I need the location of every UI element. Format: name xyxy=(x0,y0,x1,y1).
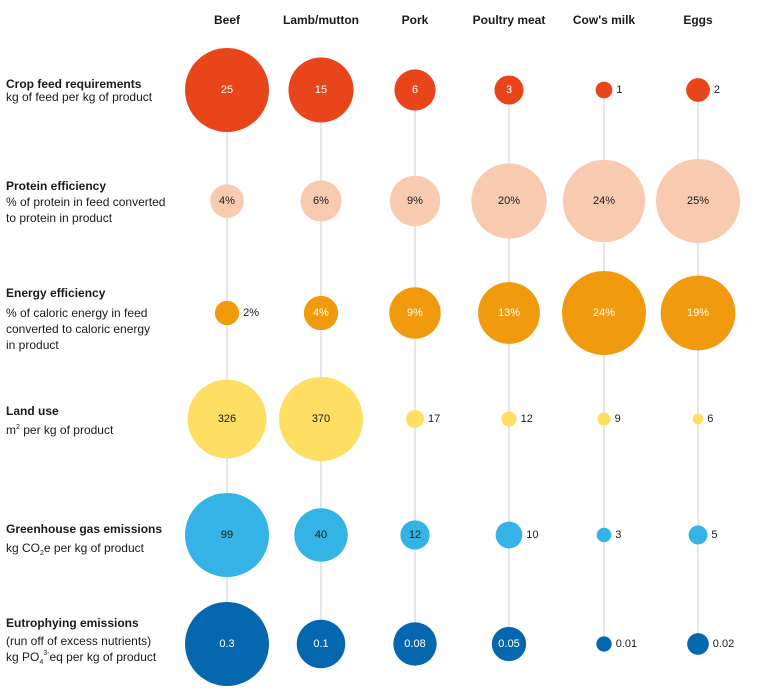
bubble-label: 12 xyxy=(521,413,533,425)
bubble xyxy=(400,520,430,550)
row-title: Energy efficiency xyxy=(6,286,106,300)
row-subtitle: to protein in product xyxy=(6,211,113,225)
column-header: Eggs xyxy=(683,13,713,27)
bubble xyxy=(210,184,244,218)
bubble-label: 10 xyxy=(526,529,538,541)
bubble-label: 326 xyxy=(218,413,236,425)
bubble-label: 17 xyxy=(428,413,440,425)
row-title: Eutrophying emissions xyxy=(6,616,139,630)
bubble xyxy=(595,81,613,99)
bubble xyxy=(562,271,646,355)
bubble xyxy=(687,633,709,655)
bubble xyxy=(185,602,269,686)
bubble xyxy=(656,159,740,243)
bubble-label: 370 xyxy=(312,413,330,425)
bubble-label: 9% xyxy=(407,195,423,207)
bubble xyxy=(660,275,736,351)
bubble-label: 19% xyxy=(687,307,709,319)
bubble xyxy=(406,410,424,428)
bubble-label: 6 xyxy=(707,413,713,425)
bubble xyxy=(389,287,441,339)
bubble-label: 0.3 xyxy=(219,638,234,650)
bubble xyxy=(296,619,346,669)
column-header: Poultry meat xyxy=(473,13,546,27)
bubble-label: 5 xyxy=(711,529,717,541)
bubble xyxy=(692,413,704,425)
bubble xyxy=(288,57,354,123)
row-subtitle: m2 per kg of product xyxy=(6,423,114,437)
bubble xyxy=(688,525,708,545)
bubble xyxy=(389,175,441,227)
bubble xyxy=(393,622,437,666)
bubble xyxy=(478,282,540,344)
bubble-label: 2% xyxy=(243,307,259,319)
bubble-label: 25 xyxy=(221,84,233,96)
row-title: Protein efficiency xyxy=(6,179,106,193)
bubble-label: 0.02 xyxy=(713,638,734,650)
bubble xyxy=(279,377,363,461)
bubble xyxy=(185,493,269,577)
column-header: Pork xyxy=(402,13,429,27)
row-subtitle: (run off of excess nutrients) xyxy=(6,634,151,648)
row-subtitle: kg PO43-eq per kg of product xyxy=(6,650,157,666)
bubble xyxy=(495,521,523,549)
bubble-label: 20% xyxy=(498,195,520,207)
row-title: Greenhouse gas emissions xyxy=(6,522,162,536)
bubble-label: 0.1 xyxy=(313,638,328,650)
bubble xyxy=(303,295,339,331)
bubble-label: 0.01 xyxy=(616,638,637,650)
bubble-label: 24% xyxy=(593,195,615,207)
bubble-label: 9% xyxy=(407,307,423,319)
bubble xyxy=(501,411,517,427)
bubble xyxy=(597,412,611,426)
bubble xyxy=(596,636,612,652)
column-header: Beef xyxy=(214,13,241,27)
bubble xyxy=(471,163,547,239)
bubble-label: 40 xyxy=(315,529,327,541)
column-header: Lamb/mutton xyxy=(283,13,359,27)
row-subtitle: % of caloric energy in feed xyxy=(6,306,147,320)
row-subtitle: kg of feed per kg of product xyxy=(6,90,153,104)
bubble xyxy=(491,626,527,662)
bubble-label: 12 xyxy=(409,529,421,541)
bubble-label: 13% xyxy=(498,307,520,319)
bubble xyxy=(300,180,342,222)
row-subtitle: in product xyxy=(6,338,59,352)
bubble xyxy=(185,48,269,132)
bubble-label: 3 xyxy=(506,84,512,96)
bubble xyxy=(214,300,240,326)
bubble-label: 6 xyxy=(412,84,418,96)
bubble-label: 4% xyxy=(313,307,329,319)
bubble xyxy=(187,379,267,459)
bubble-label: 0.08 xyxy=(404,638,425,650)
bubble-label: 15 xyxy=(315,84,327,96)
bubble xyxy=(494,75,524,105)
bubble-label: 4% xyxy=(219,195,235,207)
bubble-label: 0.05 xyxy=(498,638,519,650)
bubble-label: 9 xyxy=(615,413,621,425)
row-title: Crop feed requirements xyxy=(6,77,142,91)
row-title: Land use xyxy=(6,404,59,418)
bubble xyxy=(596,527,612,543)
bubble-label: 3 xyxy=(615,529,621,541)
bubble xyxy=(294,508,348,562)
bubble-label: 2 xyxy=(714,84,720,96)
bubble xyxy=(562,159,646,243)
bubble xyxy=(686,78,710,102)
bubble xyxy=(394,69,436,111)
row-subtitle: converted to caloric energy xyxy=(6,322,150,336)
bubble-label: 24% xyxy=(593,307,615,319)
row-subtitle: kg CO2e per kg of product xyxy=(6,541,145,557)
column-header: Cow's milk xyxy=(573,13,636,27)
bubble-label: 99 xyxy=(221,529,233,541)
bubble-label: 1 xyxy=(616,84,622,96)
bubble-label: 25% xyxy=(687,195,709,207)
row-subtitle: % of protein in feed converted xyxy=(6,195,165,209)
bubble-label: 6% xyxy=(313,195,329,207)
